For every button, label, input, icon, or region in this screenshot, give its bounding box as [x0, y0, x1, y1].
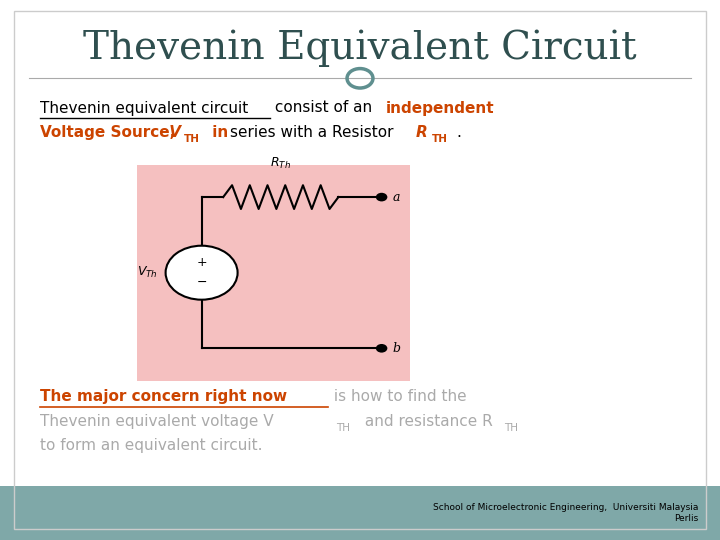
Text: in: in — [207, 125, 234, 140]
Text: −: − — [197, 276, 207, 289]
Text: $V_{Th}$: $V_{Th}$ — [138, 265, 158, 280]
Text: Thevenin Equivalent Circuit: Thevenin Equivalent Circuit — [84, 30, 636, 68]
Text: TH: TH — [504, 423, 518, 433]
Text: +: + — [197, 256, 207, 269]
Text: .: . — [456, 125, 462, 140]
Text: TH: TH — [432, 134, 448, 144]
Text: b: b — [392, 342, 400, 355]
Bar — [137, 165, 410, 381]
Text: $R_{Th}$: $R_{Th}$ — [270, 156, 292, 171]
Text: independent: independent — [386, 100, 495, 116]
Text: Thevenin equivalent circuit: Thevenin equivalent circuit — [40, 100, 248, 116]
Text: a: a — [392, 191, 400, 204]
Bar — [0, 486, 720, 540]
Text: TH: TH — [336, 423, 350, 433]
Text: The major concern right now: The major concern right now — [40, 389, 287, 404]
Circle shape — [166, 246, 238, 300]
Text: School of Microelectronic Engineering,  Universiti Malaysia
Perlis: School of Microelectronic Engineering, U… — [433, 503, 698, 523]
Text: V: V — [164, 125, 181, 140]
Text: Voltage Source,: Voltage Source, — [40, 125, 175, 140]
Text: consist of an: consist of an — [270, 100, 377, 116]
Text: R: R — [416, 125, 428, 140]
Circle shape — [376, 193, 387, 201]
Text: and resistance R: and resistance R — [360, 414, 492, 429]
Text: is how to find the: is how to find the — [329, 389, 467, 404]
Text: series with a Resistor: series with a Resistor — [230, 125, 399, 140]
Text: to form an equivalent circuit.: to form an equivalent circuit. — [40, 438, 262, 453]
Circle shape — [376, 344, 387, 353]
Text: TH: TH — [184, 134, 200, 144]
Text: Thevenin equivalent voltage V: Thevenin equivalent voltage V — [40, 414, 273, 429]
